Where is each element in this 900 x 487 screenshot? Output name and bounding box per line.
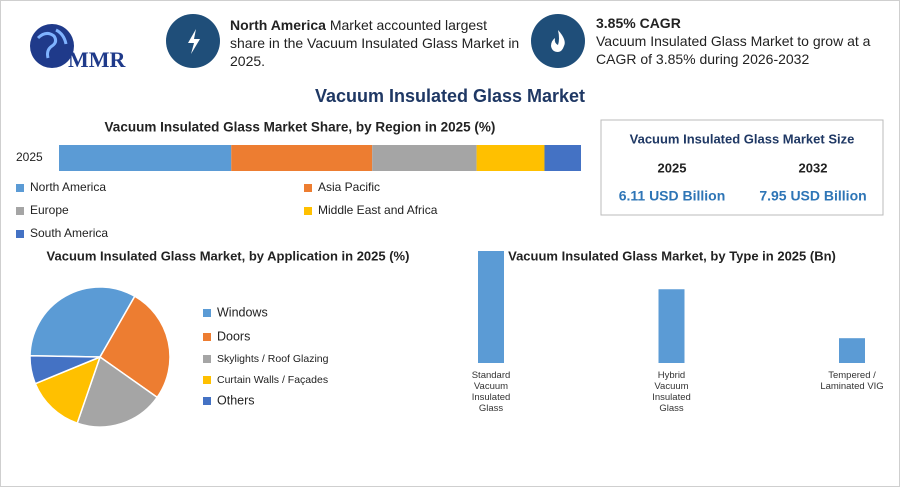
legend-label: Skylights / Roof Glazing: [217, 353, 329, 365]
bar-segment: [231, 145, 373, 171]
size-box: [600, 119, 884, 216]
legend-swatch: [304, 207, 312, 215]
logo-text: MMR: [68, 47, 127, 72]
x-tick-label-box: Tempered / Laminated VIG: [820, 370, 884, 392]
legend-swatch: [203, 333, 211, 341]
highlight-text: Vacuum Insulated Glass Market to grow at…: [596, 33, 871, 67]
legend-label: Others: [217, 393, 255, 407]
legend-swatch: [203, 376, 211, 384]
bar-segment: [544, 145, 581, 171]
legend-label: Europe: [30, 203, 69, 217]
size-header: 2025: [658, 160, 687, 175]
legend-swatch: [304, 184, 312, 192]
size-header: 2032: [799, 160, 828, 175]
highlight-bold: North America: [230, 17, 326, 33]
legend-swatch: [16, 184, 24, 192]
icon-flame: [551, 30, 565, 52]
legend-label: Middle East and Africa: [318, 203, 438, 217]
legend-swatch: [16, 230, 24, 238]
highlight: North America Market accounted largest s…: [230, 16, 525, 70]
legend-label: North America: [30, 180, 106, 194]
bar-segment: [59, 145, 232, 171]
bar: [839, 338, 865, 363]
legend-swatch: [16, 207, 24, 215]
legend-label: Doors: [217, 329, 250, 343]
icon-circle: [531, 14, 585, 68]
size-title: Vacuum Insulated Glass Market Size: [630, 131, 855, 146]
highlight: 3.85% CAGR Vacuum Insulated Glass Market…: [596, 14, 888, 68]
legend-swatch: [203, 355, 211, 363]
chart-title: Vacuum Insulated Glass Market, by Type i…: [508, 248, 836, 263]
x-tick-label-box: Hybrid Vacuum Insulated Glass: [652, 370, 691, 414]
bar-segment: [476, 145, 545, 171]
x-tick-label: Standard Vacuum Insulated Glass: [471, 370, 511, 414]
chart-title: Vacuum Insulated Glass Market Share, by …: [105, 120, 496, 135]
y-tick-label: 2025: [16, 150, 43, 164]
size-value: 7.95 USD Billion: [759, 188, 866, 204]
pie-slice: [34, 355, 102, 425]
pie-slice: [29, 286, 136, 358]
size-value: 6.11 USD Billion: [619, 188, 726, 204]
pie-slice: [76, 355, 159, 428]
chart-title: Vacuum Insulated Glass Market, by Applic…: [47, 248, 410, 263]
legend-swatch: [203, 397, 211, 405]
x-tick-label-box: Standard Vacuum Insulated Glass: [471, 370, 511, 414]
legend-swatch: [203, 309, 211, 317]
legend-label: Asia Pacific: [318, 180, 380, 194]
bar: [478, 251, 504, 363]
bar-segment: [372, 145, 477, 171]
legend-label: Windows: [217, 305, 268, 319]
bar: [658, 289, 685, 363]
page-title: Vacuum Insulated Glass Market: [315, 86, 585, 106]
pie-slice: [99, 295, 171, 399]
x-tick-label: Hybrid Vacuum Insulated Glass: [652, 370, 691, 414]
highlight-text: Market accounted largest share in the Va…: [230, 17, 520, 69]
pie-slice: [29, 355, 101, 385]
icon-bolt: [188, 29, 200, 54]
highlight-title: 3.85% CAGR: [596, 15, 681, 31]
legend-label: South America: [30, 226, 108, 240]
logo-continents: [36, 28, 68, 59]
legend-label: Curtain Walls / Façades: [217, 374, 328, 386]
x-tick-label: Tempered / Laminated VIG: [820, 370, 884, 392]
